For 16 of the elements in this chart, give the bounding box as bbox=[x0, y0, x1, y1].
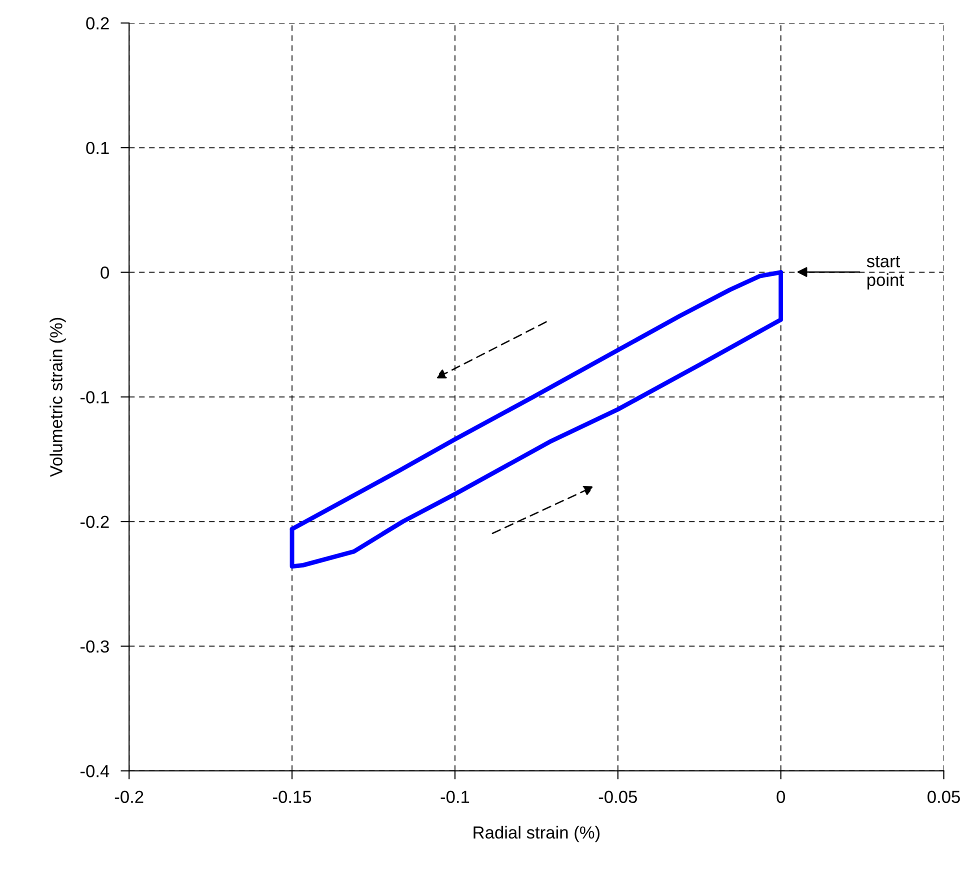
x-tick-label: -0.1 bbox=[440, 790, 470, 804]
x-axis-title: Radial strain (%) bbox=[474, 826, 600, 842]
y-axis-title: Volumetric strain (%) bbox=[50, 318, 66, 477]
y-tick-label: -0.2 bbox=[80, 516, 109, 528]
x-tick-label: -0.15 bbox=[273, 790, 312, 804]
y-tick-label: -0.3 bbox=[80, 640, 109, 653]
y-tick-label: 0 bbox=[100, 266, 109, 279]
y-tick-label: 0.2 bbox=[86, 17, 109, 30]
x-tick-label: 0 bbox=[776, 790, 785, 804]
x-tick-label: -0.05 bbox=[598, 790, 637, 804]
y-tick-label: 0.1 bbox=[86, 142, 109, 154]
x-tick-label: -0.2 bbox=[114, 790, 144, 804]
y-tick-label: -0.1 bbox=[80, 391, 109, 404]
annotation: start point bbox=[866, 256, 904, 290]
x-tick-label: 0.05 bbox=[928, 790, 960, 804]
y-tick-label: -0.4 bbox=[80, 765, 110, 778]
